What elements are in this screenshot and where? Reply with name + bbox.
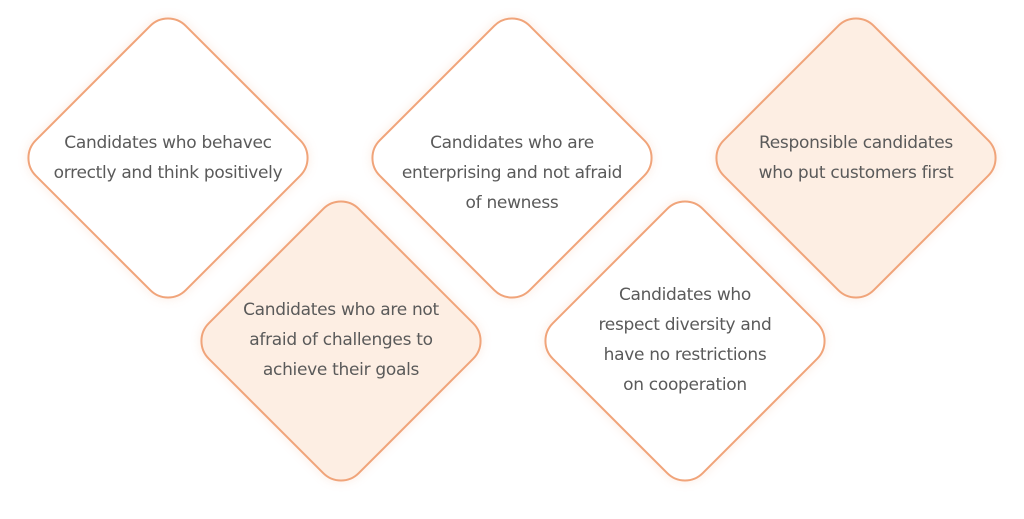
card-text-line: Candidates who are [430,133,594,153]
card-text-line: have no restrictions [603,345,767,365]
card-label-not-afraid-challenges: Candidates who are not afraid of challen… [243,295,439,385]
card-text-line: who put customers first [758,163,954,183]
card-text-line: achieve their goals [262,360,420,380]
card-text-line: enterprising and not afraid [401,163,623,183]
card-text-line: Candidates who [618,285,752,305]
card-text-line: Candidates who are not [243,300,439,320]
card-label-behave-correctly: Candidates who behavec orrectly and thin… [54,128,283,188]
card-text-line: respect diversity and [598,315,772,335]
card-text-line: Candidates who behavec [64,133,272,153]
card-label-enterprising: Candidates who are enterprising and not … [401,128,623,218]
card-text-line: on cooperation [623,375,747,395]
card-text-line: of newness [465,193,559,213]
card-text-line: afraid of challenges to [249,330,433,350]
card-label-responsible: Responsible candidates who put customers… [759,128,954,188]
card-text-line: Responsible candidates [759,133,953,153]
card-label-respect-diversity: Candidates who respect diversity and hav… [598,280,771,400]
card-text-line: orrectly and think positively [53,163,283,183]
